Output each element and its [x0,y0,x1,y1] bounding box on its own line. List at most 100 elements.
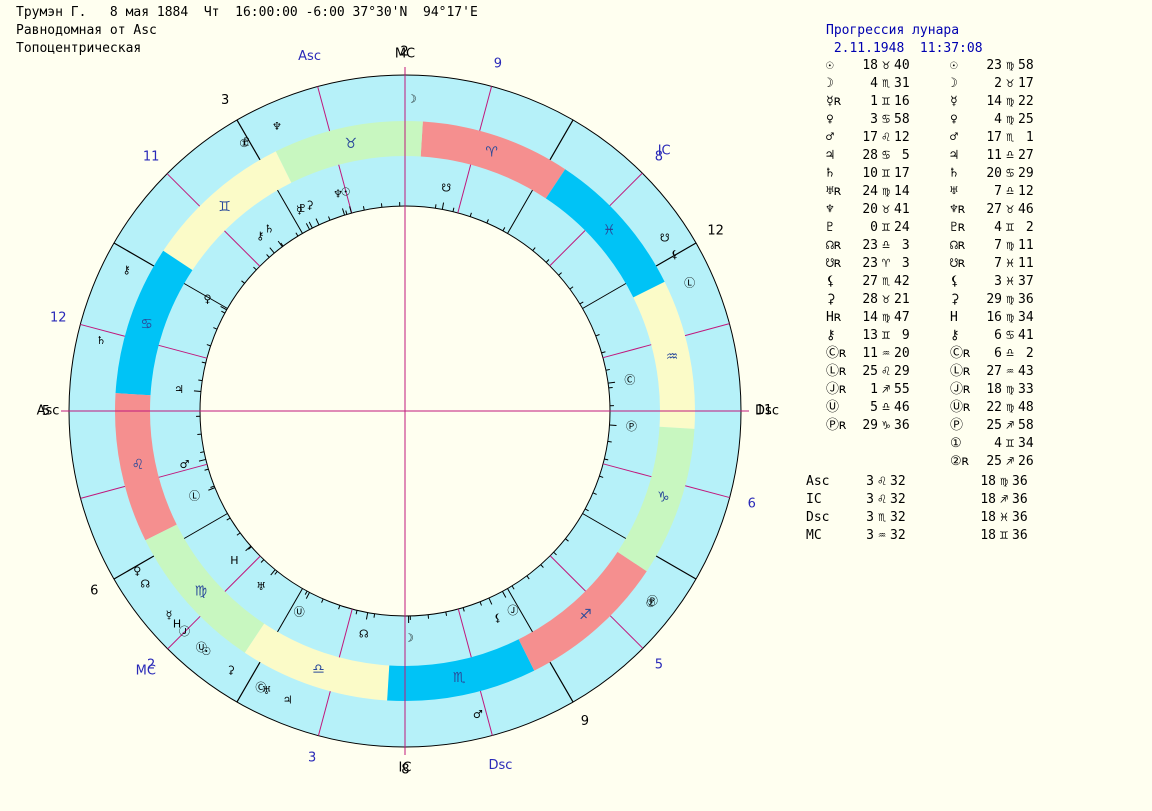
degree: 25 [986,418,1002,433]
progressed-angle-label: MC [136,663,156,678]
sign-glyph: ♒ [1006,364,1014,379]
chart-header-line1: Трумэн Г. 8 мая 1884 Чт 16:00:00 -6:00 3… [16,5,478,20]
zodiac-sector [163,151,292,271]
degree: 22 [986,400,1002,415]
minute: 11 [1018,238,1034,253]
sign-glyph: ♉ [1006,202,1014,217]
minute: 58 [1018,58,1034,73]
natal-sign: ♒ [878,528,886,543]
planet-glyph: Ⓒʀ [950,346,971,361]
progressed-planet-glyph: ☊ [140,577,150,590]
natal-house-cusp-inner [277,189,303,234]
degree: 3 [870,112,878,127]
progressed-house-cusp-inner [224,555,261,592]
planet-glyph: ♀ [826,112,834,127]
natal-planet-tick [269,247,275,254]
natal-planet-glyph: ☿ [296,204,303,217]
zodiac-sector [115,250,193,396]
progressed-planet-glyph: ♀ [133,565,141,578]
sign-glyph: ♍ [1006,310,1014,325]
planet-glyph: Ⓤ [826,400,840,415]
planet-glyph: ♂ [826,130,834,145]
position-row: ⚸ 27 ♏ 42 [826,273,912,291]
sign-glyph: ♊ [882,166,890,181]
minute: 41 [1018,328,1034,343]
progressed-planet-glyph: ⚷ [123,264,131,277]
minute: 58 [1018,418,1034,433]
degree: 7 [994,238,1002,253]
position-row: ♅ 7 ♎ 12 [950,183,1036,201]
degree-tick [502,227,506,232]
planet-glyph: ⚸ [826,274,836,289]
progressed-house-cusp-inner [158,463,208,478]
planet-glyph: ♆ [826,202,834,217]
natal-minute: 32 [890,510,906,525]
position-row: ♃ 11 ♎ 27 [950,147,1036,165]
degree-tick [569,286,574,290]
minute: 26 [1018,454,1034,469]
degree-tick [601,351,606,354]
position-row: ♇ʀ 4 ♊ 2 [950,219,1036,237]
natal-house-cusp-inner [183,513,228,539]
zodiac-glyph: ♓ [603,223,616,239]
degree-tick [266,254,270,258]
progressed-minute: 36 [1012,510,1028,525]
natal-house-cusp [655,242,697,267]
natal-house-number: 12 [50,311,67,326]
natal-planet-glyph: Ⓛ [189,489,200,502]
position-row: Ⓛʀ 27 ♒ 43 [950,363,1036,381]
degree: 18 [986,382,1002,397]
sign-glyph: ♊ [1006,220,1014,235]
planet-glyph: ♂ [950,130,958,145]
degree-tick [321,598,324,603]
degree-tick [595,334,600,337]
progressed-house-cusp [166,173,201,207]
degree-tick [328,216,331,221]
minute: 46 [894,400,910,415]
degree-tick [607,440,612,443]
degree: 1 [870,382,878,397]
progressed-minute: 36 [1012,528,1028,543]
progressed-angle-label: Asc [298,49,321,64]
zodiac-sector [275,121,423,183]
degree: 17 [986,130,1002,145]
progressed-planet-glyph: ① [239,137,249,150]
minute: 17 [1018,76,1034,91]
planet-glyph: Ⓟ [950,418,964,433]
angle-label: MC [806,528,822,543]
sign-glyph: ♎ [882,238,890,253]
natal-house-cusp [236,119,261,161]
progressed-house-cusp [609,615,644,649]
natal-house-number: 9 [494,57,502,72]
angles-table: Asc 3 ♌ 32 18 ♍ 36 IC 3 ♌ 32 18 ♐ 36 Dsc 3 ♏ 32 18 ♓ 36 MC 3 ♒ 3… [806,473,1032,545]
progressed-house-number: 6 [90,583,98,598]
planet-glyph: Ⓛʀ [826,364,847,379]
minute: 3 [894,256,910,271]
natal-planet-tick [277,240,283,248]
degree-tick [584,508,589,512]
degree-tick [200,451,205,454]
progression-title: Прогрессия лунара [826,23,960,38]
position-row: ⚳ 28 ♉ 21 [826,291,912,309]
natal-house-cusp-inner [582,513,627,539]
degree-tick [605,368,610,371]
minute: 41 [894,202,910,217]
natal-minute: 32 [890,474,906,489]
progressed-planet-glyph: Ⓙ [179,625,190,638]
progressed-planet-glyph: ⚳ [227,663,235,676]
natal-sign: ♌ [878,492,886,507]
minute: 40 [894,58,910,73]
position-row: ♃ 28 ♋ 5 [826,147,912,165]
natal-planet-tick [342,208,346,216]
natal-house-cusp [113,242,155,267]
position-row: ♄ 20 ♋ 29 [950,165,1036,183]
angle-label: Dsc [806,510,830,525]
natal-house-cusp-inner [277,588,303,633]
degree-tick [206,344,211,347]
planet-glyph: Ⓟʀ [826,418,847,433]
natal-planet-glyph: Ⓤ [294,605,305,618]
degree: 4 [994,436,1002,451]
natal-planet-tick [305,592,310,599]
degree: 16 [986,310,1002,325]
progressed-house-cusp-inner [338,164,353,214]
